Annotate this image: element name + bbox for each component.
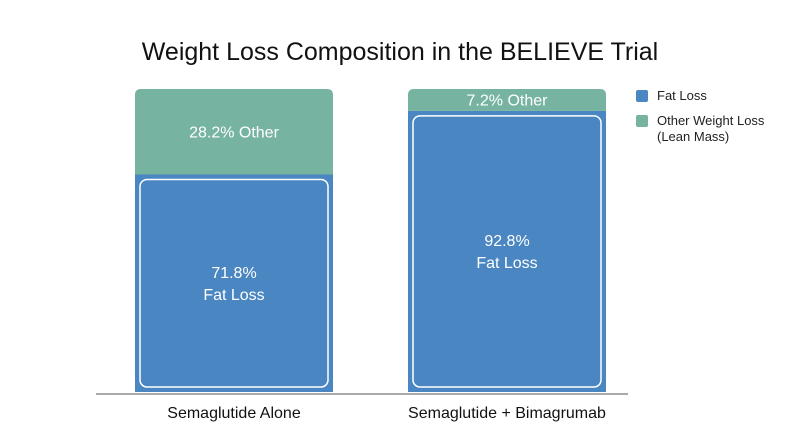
legend-swatch-other-weight-loss xyxy=(636,115,648,127)
bar-semaglutide-bimagrumab-fat-loss xyxy=(408,110,606,392)
bar-semaglutide-bimagrumab-other-weight-loss xyxy=(408,89,606,111)
bar-semaglutide-alone-fat-loss xyxy=(135,174,333,392)
legend: Fat Loss Other Weight Loss (Lean Mass) xyxy=(636,88,796,154)
data-label-semaglutide-bimagrumab-other-weight-loss: 7.2% Other xyxy=(467,93,549,110)
x-tick-label-semaglutide-bimagrumab: Semaglutide + Bimagrumab xyxy=(408,405,606,422)
data-label-semaglutide-alone-fat-loss: 71.8% Fat Loss xyxy=(203,265,264,304)
data-label-semaglutide-alone-other-weight-loss: 28.2% Other xyxy=(189,124,280,141)
legend-item-other-weight-loss: Other Weight Loss (Lean Mass) xyxy=(636,113,796,145)
legend-item-fat-loss: Fat Loss xyxy=(636,88,796,104)
x-axis-labels: Semaglutide Alone Semaglutide + Bimagruma… xyxy=(167,405,606,422)
x-tick-label-semaglutide-alone: Semaglutide Alone xyxy=(167,405,301,422)
bar-semaglutide-bimagrumab-fat-loss-outline xyxy=(412,115,602,388)
legend-swatch-fat-loss xyxy=(636,90,648,102)
legend-label-other-weight-loss: Other Weight Loss (Lean Mass) xyxy=(657,113,765,144)
chart-title: Weight Loss Composition in the BELIEVE T… xyxy=(142,38,658,66)
data-label-semaglutide-bimagrumab-fat-loss: 92.8% Fat Loss xyxy=(476,233,537,272)
bar-semaglutide-alone-other-weight-loss xyxy=(135,89,333,175)
legend-label-fat-loss: Fat Loss xyxy=(657,88,707,103)
bar-semaglutide-alone-fat-loss-outline xyxy=(139,178,329,388)
bars-layer: 71.8% Fat Loss 28.2% Other 92.8% Fat Loss 7.2… xyxy=(135,89,606,392)
